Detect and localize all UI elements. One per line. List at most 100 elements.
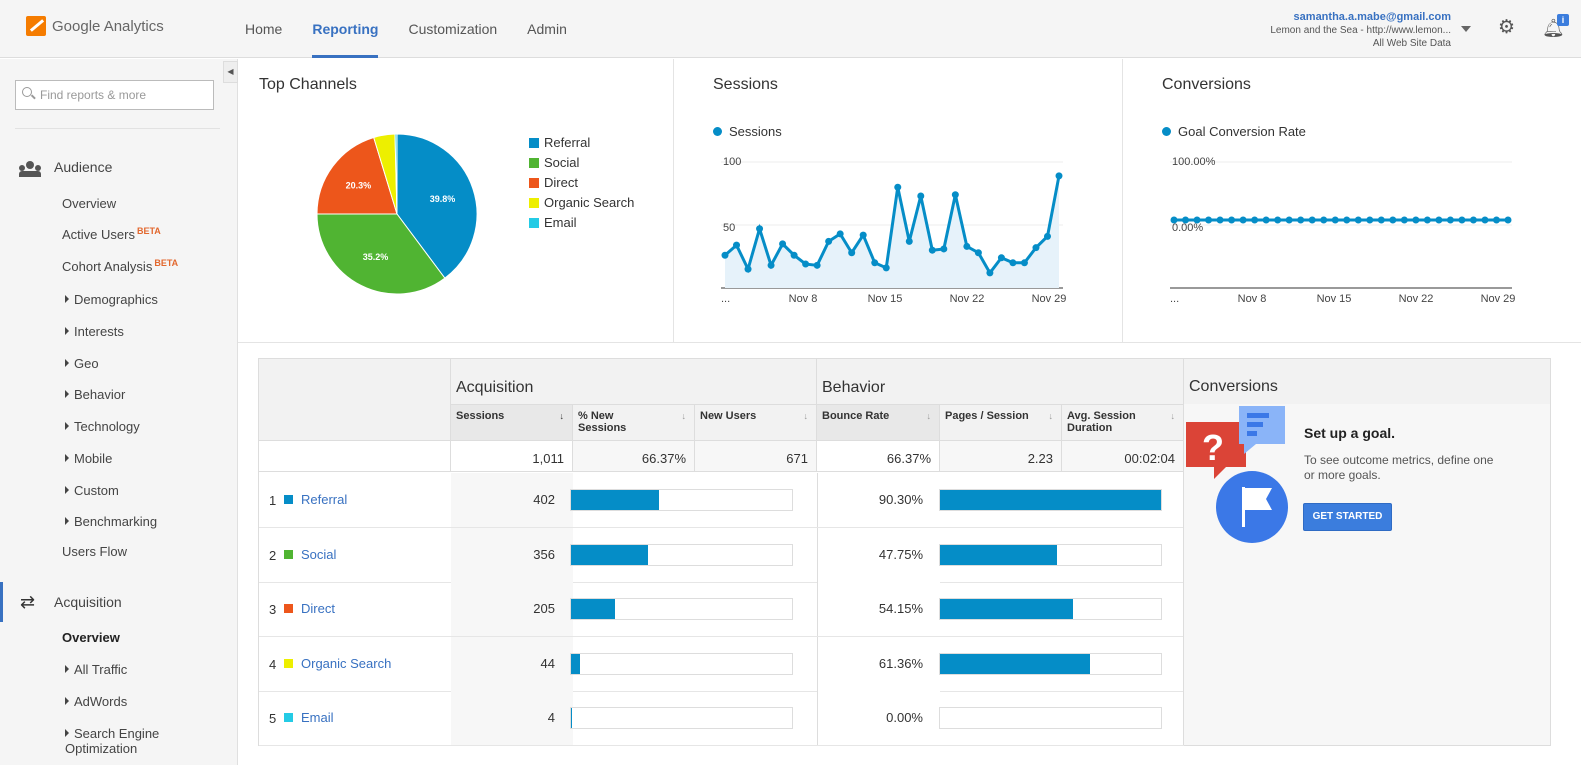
svg-text:?: ? <box>1202 427 1224 468</box>
col-avg-duration[interactable]: Avg. Session Duration ↓ <box>1062 405 1184 441</box>
sort-arrow-icon: ↓ <box>1170 411 1176 421</box>
data-point <box>1343 216 1351 224</box>
legend-email[interactable]: Email <box>529 215 577 230</box>
beta-badge: BETA <box>154 258 179 268</box>
channel-link[interactable]: Referral <box>301 492 348 507</box>
sidebar-item-interests[interactable]: Interests <box>65 324 124 339</box>
data-point <box>1170 216 1178 224</box>
top-channels-title: Top Channels <box>259 76 357 93</box>
data-point <box>1216 216 1224 224</box>
sidebar-item-geo[interactable]: Geo <box>65 356 99 371</box>
sidebar-item-demographics[interactable]: Demographics <box>65 292 158 307</box>
total-sessions: 1,011 <box>451 440 573 472</box>
channel-link[interactable]: Direct <box>301 601 335 617</box>
sidebar-item-custom[interactable]: Custom <box>65 483 119 498</box>
gear-icon[interactable]: ⚙ <box>1498 17 1516 38</box>
col-bounce-rate[interactable]: Bounce Rate ↓ <box>817 405 940 441</box>
sidebar-item-adwords[interactable]: AdWords <box>65 694 127 709</box>
sessions-series-label: Sessions <box>713 124 782 139</box>
row-bounce-rate: 90.30% <box>878 492 923 507</box>
sessions-title: Sessions <box>713 76 778 93</box>
sidebar-item-audience-overview[interactable]: Overview <box>62 196 117 211</box>
data-point <box>1043 232 1051 240</box>
row-sessions: 205 <box>533 601 555 617</box>
notification-badge[interactable]: i <box>1557 14 1569 26</box>
sidebar-section-acquisition[interactable]: ⇄ Acquisition <box>0 582 238 622</box>
chevron-down-icon[interactable] <box>1461 26 1471 32</box>
sidebar-item-benchmarking[interactable]: Benchmarking <box>65 514 157 529</box>
legend-social[interactable]: Social <box>529 155 579 170</box>
data-point <box>1251 216 1259 224</box>
total-avg-duration: 00:02:04 <box>1062 440 1184 472</box>
sidebar-item-seo[interactable]: Search Engine Optimization <box>65 726 160 756</box>
cell-bg <box>451 582 573 637</box>
data-point <box>1239 216 1247 224</box>
data-point <box>1504 216 1512 224</box>
sort-arrow-icon: ↓ <box>926 411 932 421</box>
channel-link[interactable]: Social <box>301 546 337 562</box>
nav-home[interactable]: Home <box>245 21 283 37</box>
google-analytics-logo[interactable]: Google Analytics <box>26 16 164 36</box>
data-point <box>848 249 856 257</box>
sessions-bar <box>570 598 793 621</box>
nav-admin[interactable]: Admin <box>527 21 567 37</box>
caret-right-icon <box>65 327 69 335</box>
pie-slice-referral <box>396 133 478 279</box>
get-started-button[interactable]: GET STARTED <box>1303 503 1392 531</box>
data-point <box>1481 216 1489 224</box>
cell-bg <box>451 473 573 527</box>
col-new-sessions[interactable]: % New Sessions ↓ <box>573 405 695 441</box>
sidebar: Find reports & more Audience Overview Ac… <box>0 59 238 765</box>
channel-swatch <box>284 604 293 614</box>
sidebar-item-behavior[interactable]: Behavior <box>65 387 125 402</box>
active-section-indicator <box>0 582 3 622</box>
divider <box>673 59 674 342</box>
caret-right-icon <box>65 295 69 303</box>
caret-right-icon <box>65 486 69 494</box>
legend-swatch <box>529 158 539 168</box>
row-bounce-rate: 61.36% <box>878 655 923 671</box>
data-point <box>1274 216 1282 224</box>
col-pages-session[interactable]: Pages / Session ↓ <box>940 405 1062 441</box>
sidebar-item-users-flow[interactable]: Users Flow <box>62 544 128 559</box>
col-sessions[interactable]: Sessions ↓ <box>451 405 573 441</box>
channel-swatch <box>284 713 293 723</box>
legend-referral[interactable]: Referral <box>529 135 590 150</box>
sidebar-item-cohort-analysis[interactable]: Cohort Analysis BETA <box>62 258 179 274</box>
row-rank: 3 <box>269 602 277 618</box>
sidebar-item-all-traffic[interactable]: All Traffic <box>65 662 127 677</box>
goal-setup-panel: ? Set up a goal. To see outcome metrics,… <box>1183 404 1550 745</box>
legend-direct[interactable]: Direct <box>529 175 578 190</box>
nav-reporting[interactable]: Reporting <box>312 0 379 58</box>
bounce-bar <box>939 543 1162 566</box>
legend-organic-search[interactable]: Organic Search <box>529 195 634 210</box>
data-point <box>1423 216 1431 224</box>
cell-bg <box>817 691 940 746</box>
sidebar-item-active-users[interactable]: Active Users BETA <box>62 226 161 242</box>
nav-customization[interactable]: Customization <box>408 21 498 37</box>
sidebar-item-acquisition-overview[interactable]: Overview <box>62 630 120 645</box>
data-point <box>836 230 844 238</box>
col-new-users[interactable]: New Users ↓ <box>695 405 817 441</box>
channel-link[interactable]: Email <box>301 710 334 726</box>
cell-bg <box>817 527 940 582</box>
sidebar-section-audience[interactable]: Audience <box>0 147 238 187</box>
legend-swatch <box>529 218 539 228</box>
x-tick-label: Nov 22 <box>1399 293 1434 305</box>
account-property: Lemon and the Sea - http://www.lemon... <box>1270 25 1451 36</box>
pie-slice-social <box>316 213 446 295</box>
data-point <box>744 265 752 273</box>
sort-arrow-icon: ↓ <box>559 411 565 421</box>
pie-data-label: 20.3% <box>346 180 372 190</box>
search-input[interactable]: Find reports & more <box>15 80 214 110</box>
channel-link[interactable]: Organic Search <box>301 655 392 671</box>
sessions-bar-fill <box>571 490 660 510</box>
sidebar-item-mobile[interactable]: Mobile <box>65 451 112 466</box>
x-tick-label: Nov 8 <box>789 293 818 305</box>
sidebar-item-technology[interactable]: Technology <box>65 419 140 434</box>
table-row: 3 Direct 205 54.15% <box>259 582 1184 638</box>
divider <box>238 342 1581 343</box>
collapse-sidebar-button[interactable]: ◀ <box>223 61 238 83</box>
account-selector[interactable]: samantha.a.mabe@gmail.com Lemon and the … <box>1270 11 1451 50</box>
series-dot <box>713 127 722 136</box>
